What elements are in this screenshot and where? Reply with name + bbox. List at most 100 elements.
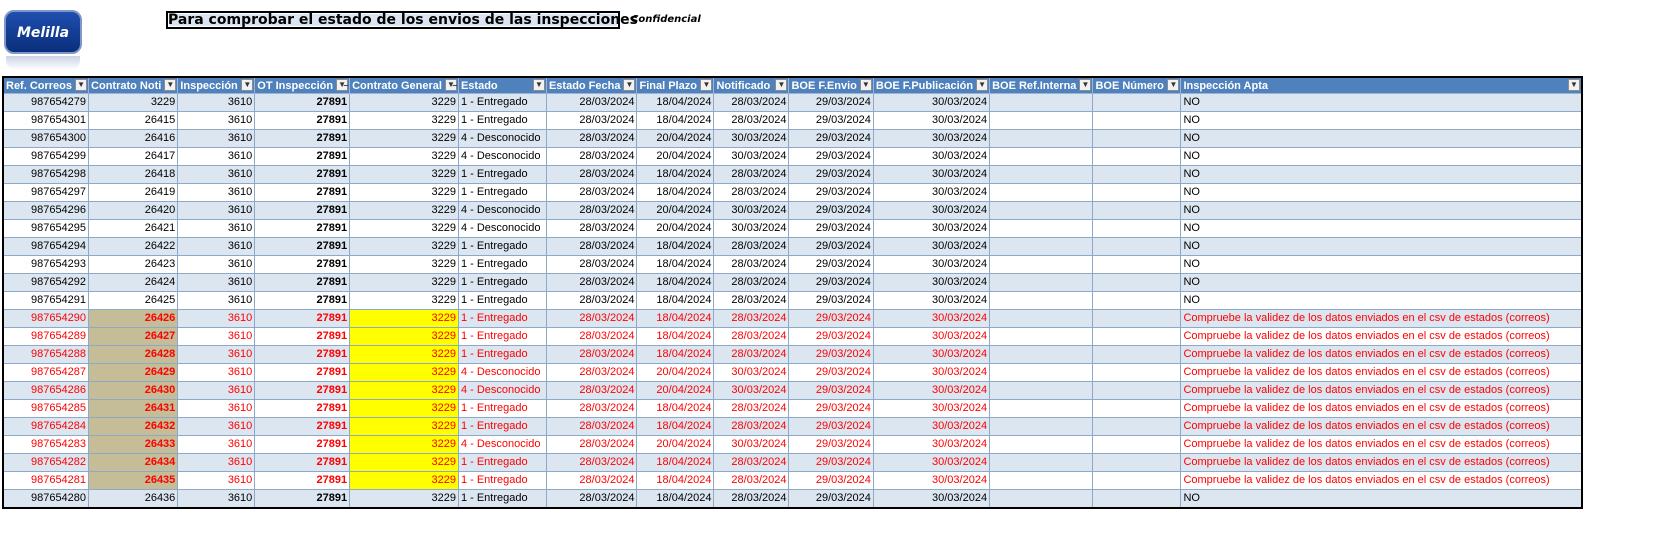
- cell-boe-f-envio[interactable]: 29/03/2024: [788, 417, 874, 436]
- cell-estado[interactable]: 4 - Desconocido: [457, 363, 547, 382]
- cell-inspeccion[interactable]: 3610: [177, 363, 256, 382]
- cell-inspeccion-apta[interactable]: Compruebe la validez de los datos enviad…: [1180, 345, 1583, 364]
- cell-ref-correos[interactable]: 987654287: [2, 363, 90, 382]
- cell-boe-f-publicacion[interactable]: 30/03/2024: [872, 435, 991, 454]
- cell-contrato-noti[interactable]: 26424: [88, 273, 179, 292]
- cell-inspeccion[interactable]: 3610: [177, 453, 256, 472]
- cell-boe-f-envio[interactable]: 29/03/2024: [788, 219, 874, 238]
- cell-inspeccion-apta[interactable]: NO: [1180, 237, 1583, 256]
- cell-boe-ref-interna[interactable]: [989, 147, 1094, 166]
- table-row[interactable]: 987654284 26432 3610 27891 3229 1 - Entregado…: [2, 417, 1583, 436]
- cell-inspeccion-apta[interactable]: NO: [1180, 111, 1583, 130]
- filter-dropdown-icon[interactable]: ▼: [859, 79, 872, 91]
- cell-boe-f-envio[interactable]: 29/03/2024: [788, 291, 874, 310]
- cell-boe-numero[interactable]: [1092, 291, 1182, 310]
- cell-ot-inspeccion[interactable]: 27891: [254, 399, 351, 418]
- cell-boe-f-publicacion[interactable]: 30/03/2024: [872, 399, 991, 418]
- cell-final-plazo[interactable]: 20/04/2024: [636, 129, 715, 148]
- cell-ref-correos[interactable]: 987654279: [2, 93, 90, 112]
- filter-dropdown-icon[interactable]: ▼: [775, 79, 788, 91]
- cell-inspeccion[interactable]: 3610: [177, 111, 256, 130]
- cell-notificado[interactable]: 28/03/2024: [713, 399, 790, 418]
- cell-boe-f-envio[interactable]: 29/03/2024: [788, 453, 874, 472]
- cell-boe-f-envio[interactable]: 29/03/2024: [788, 471, 874, 490]
- cell-inspeccion-apta[interactable]: NO: [1180, 129, 1583, 148]
- cell-inspeccion-apta[interactable]: NO: [1180, 147, 1583, 166]
- table-row[interactable]: 987654288 26428 3610 27891 3229 1 - Entregado…: [2, 345, 1583, 364]
- cell-inspeccion-apta[interactable]: Compruebe la validez de los datos enviad…: [1180, 363, 1583, 382]
- cell-final-plazo[interactable]: 20/04/2024: [636, 219, 715, 238]
- cell-estado-fecha[interactable]: 28/03/2024: [545, 273, 638, 292]
- cell-inspeccion[interactable]: 3610: [177, 237, 256, 256]
- cell-contrato-general[interactable]: 3229: [349, 417, 459, 436]
- cell-ref-correos[interactable]: 987654283: [2, 435, 90, 454]
- cell-ot-inspeccion[interactable]: 27891: [254, 111, 351, 130]
- cell-ref-correos[interactable]: 987654281: [2, 471, 90, 490]
- cell-contrato-general[interactable]: 3229: [349, 165, 459, 184]
- cell-boe-ref-interna[interactable]: [989, 111, 1094, 130]
- cell-contrato-noti[interactable]: 26435: [88, 471, 179, 490]
- cell-boe-numero[interactable]: [1092, 363, 1182, 382]
- cell-boe-numero[interactable]: [1092, 237, 1182, 256]
- cell-estado-fecha[interactable]: 28/03/2024: [545, 381, 638, 400]
- cell-contrato-general[interactable]: 3229: [349, 453, 459, 472]
- cell-ref-correos[interactable]: 987654293: [2, 255, 90, 274]
- cell-ot-inspeccion[interactable]: 27891: [254, 147, 351, 166]
- cell-inspeccion[interactable]: 3610: [177, 255, 256, 274]
- cell-final-plazo[interactable]: 20/04/2024: [636, 147, 715, 166]
- cell-inspeccion[interactable]: 3610: [177, 381, 256, 400]
- cell-contrato-general[interactable]: 3229: [349, 309, 459, 328]
- cell-final-plazo[interactable]: 18/04/2024: [636, 309, 715, 328]
- table-row[interactable]: 987654299 26417 3610 27891 3229 4 - Desconoci…: [2, 147, 1583, 166]
- cell-estado[interactable]: 4 - Desconocido: [457, 201, 547, 220]
- cell-boe-f-envio[interactable]: 29/03/2024: [788, 273, 874, 292]
- cell-boe-f-envio[interactable]: 29/03/2024: [788, 237, 874, 256]
- cell-boe-f-publicacion[interactable]: 30/03/2024: [872, 417, 991, 436]
- cell-ref-correos[interactable]: 987654285: [2, 399, 90, 418]
- cell-boe-ref-interna[interactable]: [989, 381, 1094, 400]
- cell-contrato-general[interactable]: 3229: [349, 345, 459, 364]
- cell-estado[interactable]: 1 - Entregado: [457, 453, 547, 472]
- cell-boe-numero[interactable]: [1092, 147, 1182, 166]
- cell-estado[interactable]: 4 - Desconocido: [457, 147, 547, 166]
- cell-notificado[interactable]: 28/03/2024: [713, 453, 790, 472]
- cell-boe-ref-interna[interactable]: [989, 201, 1094, 220]
- cell-estado-fecha[interactable]: 28/03/2024: [545, 129, 638, 148]
- cell-notificado[interactable]: 28/03/2024: [713, 471, 790, 490]
- cell-estado-fecha[interactable]: 28/03/2024: [545, 147, 638, 166]
- cell-estado-fecha[interactable]: 28/03/2024: [545, 219, 638, 238]
- cell-estado-fecha[interactable]: 28/03/2024: [545, 435, 638, 454]
- cell-boe-ref-interna[interactable]: [989, 183, 1094, 202]
- filter-active-icon[interactable]: ▼̶: [444, 79, 457, 91]
- table-row[interactable]: 987654279 3229 3610 27891 3229 1 - Entregado 2…: [2, 93, 1583, 112]
- cell-contrato-noti[interactable]: 26430: [88, 381, 179, 400]
- cell-inspeccion[interactable]: 3610: [177, 399, 256, 418]
- column-header-inspeccion-apta[interactable]: Inspección Apta ▼: [1180, 76, 1583, 94]
- cell-boe-f-publicacion[interactable]: 30/03/2024: [872, 363, 991, 382]
- cell-contrato-general[interactable]: 3229: [349, 183, 459, 202]
- cell-contrato-general[interactable]: 3229: [349, 219, 459, 238]
- cell-inspeccion-apta[interactable]: Compruebe la validez de los datos enviad…: [1180, 453, 1583, 472]
- cell-boe-ref-interna[interactable]: [989, 219, 1094, 238]
- cell-boe-f-publicacion[interactable]: 30/03/2024: [872, 255, 991, 274]
- filter-dropdown-icon[interactable]: ▼: [1567, 79, 1580, 91]
- cell-inspeccion[interactable]: 3610: [177, 327, 256, 346]
- cell-ot-inspeccion[interactable]: 27891: [254, 489, 351, 509]
- cell-ref-correos[interactable]: 987654280: [2, 489, 90, 509]
- cell-ref-correos[interactable]: 987654286: [2, 381, 90, 400]
- table-row[interactable]: 987654293 26423 3610 27891 3229 1 - Entregado…: [2, 255, 1583, 274]
- cell-boe-numero[interactable]: [1092, 309, 1182, 328]
- cell-estado[interactable]: 1 - Entregado: [457, 345, 547, 364]
- cell-contrato-noti[interactable]: 26434: [88, 453, 179, 472]
- column-header-boe-f-publicacion[interactable]: BOE F.Publicación ▼: [872, 76, 991, 94]
- cell-ot-inspeccion[interactable]: 27891: [254, 165, 351, 184]
- cell-notificado[interactable]: 30/03/2024: [713, 381, 790, 400]
- cell-ot-inspeccion[interactable]: 27891: [254, 129, 351, 148]
- cell-boe-f-publicacion[interactable]: 30/03/2024: [872, 327, 991, 346]
- cell-ot-inspeccion[interactable]: 27891: [254, 363, 351, 382]
- cell-ref-correos[interactable]: 987654297: [2, 183, 90, 202]
- cell-estado[interactable]: 1 - Entregado: [457, 291, 547, 310]
- cell-inspeccion-apta[interactable]: Compruebe la validez de los datos enviad…: [1180, 309, 1583, 328]
- cell-contrato-general[interactable]: 3229: [349, 201, 459, 220]
- table-row[interactable]: 987654292 26424 3610 27891 3229 1 - Entregado…: [2, 273, 1583, 292]
